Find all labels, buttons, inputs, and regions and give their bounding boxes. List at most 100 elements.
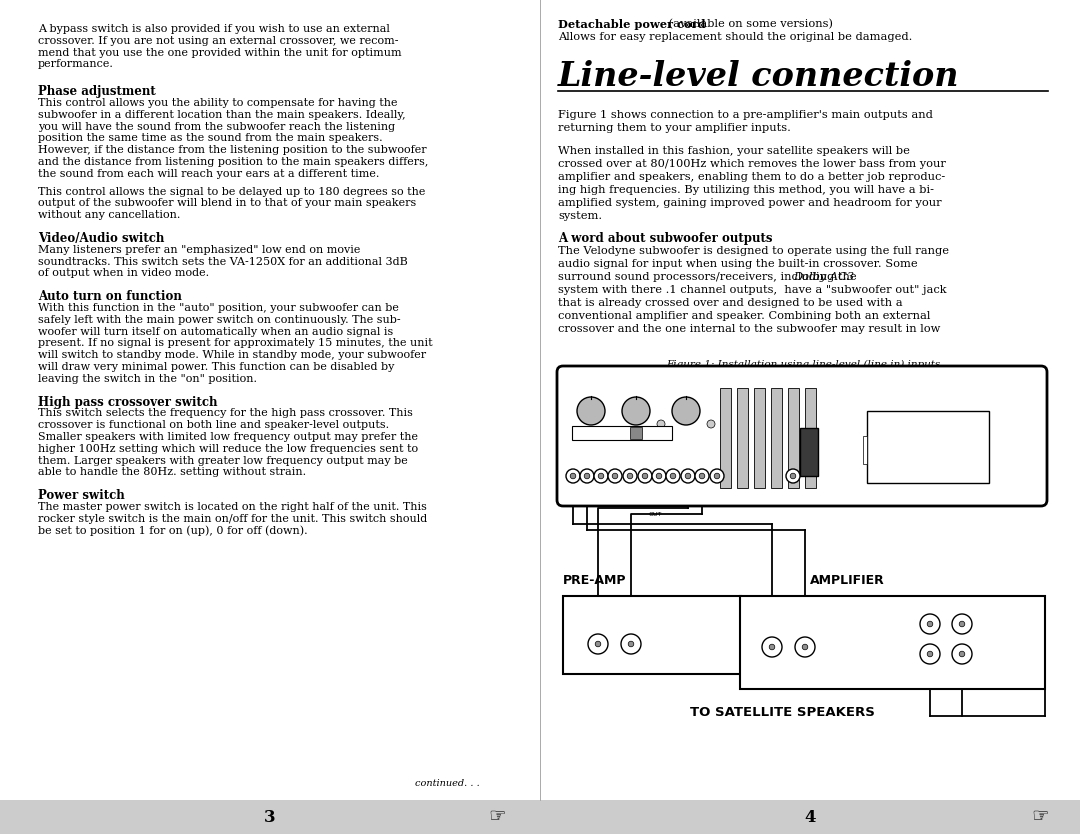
Text: rocker style switch is the main on/off for the unit. This switch should: rocker style switch is the main on/off f… <box>38 514 428 524</box>
Text: crossed over at 80/100Hz which removes the lower bass from your: crossed over at 80/100Hz which removes t… <box>558 159 946 169</box>
Circle shape <box>657 473 662 479</box>
Text: ▲: ▲ <box>874 426 887 444</box>
Text: ☞: ☞ <box>1031 807 1049 826</box>
Text: Auto turn on function: Auto turn on function <box>38 290 181 304</box>
Bar <box>771 388 782 488</box>
Text: ▮ SERIES: ▮ SERIES <box>576 378 610 384</box>
Text: higher 100Hz setting which will reduce the low frequencies sent to: higher 100Hz setting which will reduce t… <box>38 444 418 454</box>
Circle shape <box>584 473 590 479</box>
Text: IN: IN <box>700 490 705 495</box>
Circle shape <box>699 473 705 479</box>
Text: 4: 4 <box>805 808 815 826</box>
Text: This switch selects the frequency for the high pass crossover. This: This switch selects the frequency for th… <box>38 409 413 419</box>
Circle shape <box>598 473 604 479</box>
Text: crossover and the one internal to the subwoofer may result in low: crossover and the one internal to the su… <box>558 324 941 334</box>
Text: system.: system. <box>558 211 603 221</box>
Text: amplified system, gaining improved power and headroom for your: amplified system, gaining improved power… <box>558 198 942 208</box>
Text: OUT: OUT <box>649 512 662 517</box>
Circle shape <box>762 637 782 657</box>
Text: the sound from each will reach your ears at a different time.: the sound from each will reach your ears… <box>38 168 379 178</box>
Circle shape <box>769 644 774 650</box>
Text: MAIN    INPUTS: MAIN INPUTS <box>752 597 835 607</box>
Text: will switch to standby mode. While in standby mode, your subwoofer: will switch to standby mode. While in st… <box>38 350 427 360</box>
Text: Video/Audio switch: Video/Audio switch <box>38 232 164 245</box>
Text: Many listeners prefer an "emphasized" low end on movie: Many listeners prefer an "emphasized" lo… <box>38 245 361 255</box>
Text: that is already crossed over and designed to be used with a: that is already crossed over and designe… <box>558 298 903 308</box>
Text: When installed in this fashion, your satellite speakers will be: When installed in this fashion, your sat… <box>558 146 909 156</box>
Circle shape <box>707 420 715 428</box>
Circle shape <box>951 614 972 634</box>
Circle shape <box>643 473 648 479</box>
Text: subwoofer in a different location than the main speakers. Ideally,: subwoofer in a different location than t… <box>38 110 406 120</box>
Text: output of the subwoofer will blend in to that of your main speakers: output of the subwoofer will blend in to… <box>38 198 416 208</box>
Bar <box>563 596 741 674</box>
Text: position the same time as the sound from the main speakers.: position the same time as the sound from… <box>38 133 382 143</box>
Text: Audio/Video Subwoofer System: Audio/Video Subwoofer System <box>576 383 653 388</box>
Text: However, if the distance from the listening position to the subwoofer: However, if the distance from the listen… <box>38 145 427 155</box>
Text: without any cancellation.: without any cancellation. <box>38 210 180 220</box>
Text: OUT: OUT <box>653 490 663 495</box>
Text: Phase adjustment: Phase adjustment <box>38 85 156 98</box>
Text: Detachable power cord: Detachable power cord <box>558 19 705 30</box>
Bar <box>572 426 672 440</box>
Text: With this function in the "auto" position, your subwoofer can be: With this function in the "auto" positio… <box>38 303 399 313</box>
Bar <box>720 388 731 488</box>
Text: LEFT: LEFT <box>674 490 686 495</box>
Circle shape <box>959 651 964 657</box>
Text: RIGHT    LEFT: RIGHT LEFT <box>915 612 981 622</box>
Text: PHASE: PHASE <box>627 388 645 393</box>
Text: amplifier and speakers, enabling them to do a better job reproduc-: amplifier and speakers, enabling them to… <box>558 172 945 182</box>
Circle shape <box>802 644 808 650</box>
Bar <box>0 800 1080 834</box>
Bar <box>754 388 765 488</box>
Text: Power switch: Power switch <box>38 490 125 502</box>
Circle shape <box>696 469 708 483</box>
Text: returning them to your amplifier inputs.: returning them to your amplifier inputs. <box>558 123 791 133</box>
Text: CAUTION!: CAUTION! <box>907 414 949 423</box>
Circle shape <box>928 621 933 627</box>
Text: TO REDUCE RISK OF FIRE OR: TO REDUCE RISK OF FIRE OR <box>899 441 958 445</box>
Text: crossover. If you are not using an external crossover, we recom-: crossover. If you are not using an exter… <box>38 36 399 46</box>
Circle shape <box>786 469 800 483</box>
Circle shape <box>580 469 594 483</box>
Circle shape <box>594 469 608 483</box>
Text: you will have the sound from the subwoofer reach the listening: you will have the sound from the subwoof… <box>38 122 395 132</box>
Circle shape <box>666 469 680 483</box>
Text: MAIN OUTPUTS: MAIN OUTPUTS <box>910 597 994 607</box>
Bar <box>630 427 642 439</box>
Circle shape <box>657 420 665 428</box>
Text: woofer will turn itself on automatically when an audio signal is: woofer will turn itself on automatically… <box>38 327 393 337</box>
Text: Serial # Label: Serial # Label <box>901 466 940 471</box>
Text: This control allows you the ability to compensate for having the: This control allows you the ability to c… <box>38 98 397 108</box>
Text: performance.: performance. <box>38 59 113 69</box>
Bar <box>863 436 867 464</box>
Text: RIGHT: RIGHT <box>595 490 610 495</box>
Text: 80: 80 <box>640 428 653 433</box>
Bar <box>737 388 748 488</box>
Circle shape <box>710 469 724 483</box>
Text: ☞: ☞ <box>488 807 505 826</box>
Text: LOW PASS
CROSSOVER: LOW PASS CROSSOVER <box>670 382 702 393</box>
Text: San Jose, CA 95110: San Jose, CA 95110 <box>904 481 951 486</box>
Text: Velodyne Acoustics, Inc.: Velodyne Acoustics, Inc. <box>899 476 957 481</box>
Text: Smaller speakers with limited low frequency output may prefer the: Smaller speakers with limited low freque… <box>38 432 418 442</box>
Circle shape <box>652 469 666 483</box>
Text: MADE IN USA: MADE IN USA <box>794 436 826 441</box>
Text: mend that you use the one provided within the unit for optimum: mend that you use the one provided withi… <box>38 48 402 58</box>
Text: OUT: OUT <box>575 490 585 495</box>
Text: A word about subwoofer outputs: A word about subwoofer outputs <box>558 232 772 245</box>
Text: HIGHPASS  100: HIGHPASS 100 <box>575 428 622 433</box>
Circle shape <box>566 469 580 483</box>
Text: ELECTRIC SHOCK DO NOT OPEN: ELECTRIC SHOCK DO NOT OPEN <box>895 445 961 449</box>
Bar <box>805 388 816 488</box>
Text: The master power switch is located on the right half of the unit. This: The master power switch is located on th… <box>38 502 427 512</box>
Text: POWER: POWER <box>792 373 812 378</box>
Circle shape <box>920 614 940 634</box>
Circle shape <box>570 473 576 479</box>
Text: conventional amplifier and speaker. Combining both an external: conventional amplifier and speaker. Comb… <box>558 311 930 321</box>
Circle shape <box>621 634 642 654</box>
Circle shape <box>622 397 650 425</box>
FancyBboxPatch shape <box>557 366 1047 506</box>
Circle shape <box>714 473 719 479</box>
Text: able to handle the 80Hz. setting without strain.: able to handle the 80Hz. setting without… <box>38 467 306 477</box>
